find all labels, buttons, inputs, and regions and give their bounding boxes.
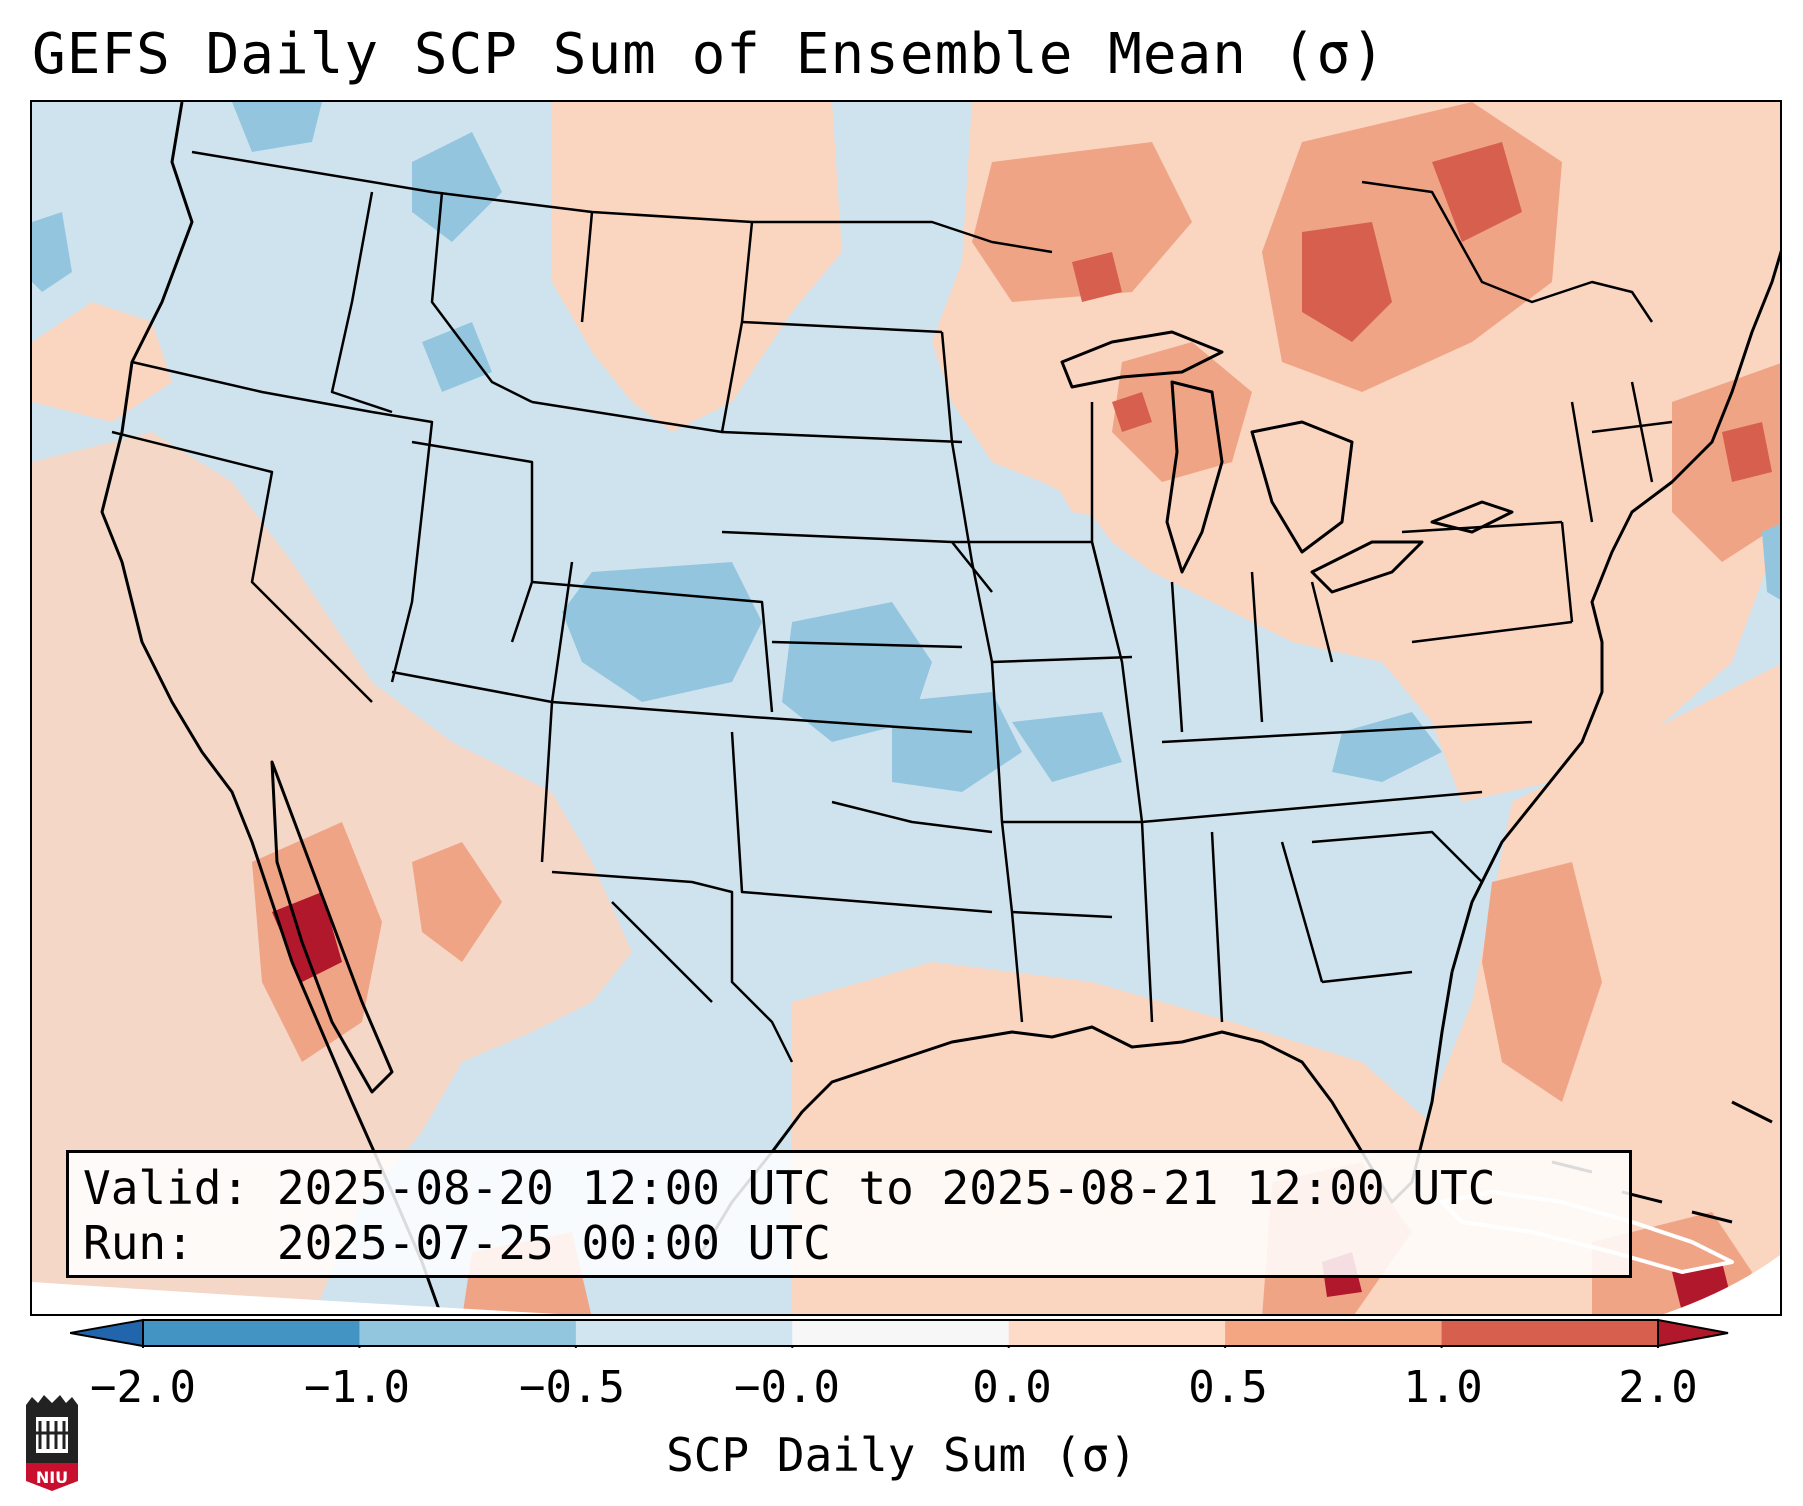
positive-anomaly-light bbox=[32, 102, 1780, 1314]
colorbar bbox=[70, 1318, 1729, 1348]
colorbar-segment bbox=[575, 1320, 793, 1346]
colorbar-tick-label: 0.0 bbox=[972, 1362, 1052, 1413]
state-borders bbox=[111, 150, 1673, 1063]
valid-run-info-box: Valid: 2025-08-20 12:00 UTC to 2025-08-2… bbox=[66, 1150, 1632, 1278]
run-text: 2025-07-25 00:00 UTC bbox=[276, 1216, 831, 1270]
colorbar-tick-label: 2.0 bbox=[1618, 1362, 1698, 1413]
logo-text: NIU bbox=[36, 1468, 68, 1487]
colorbar-label: SCP Daily Sum (σ) bbox=[666, 1428, 1137, 1482]
chart-title: GEFS Daily SCP Sum of Ensemble Mean (σ) bbox=[32, 22, 1386, 87]
colorbar-tick-label: −1.0 bbox=[304, 1362, 410, 1413]
colorbar-segment bbox=[359, 1320, 577, 1346]
projection-edge-right bbox=[1663, 1254, 1780, 1314]
colorbar-extend-min bbox=[70, 1318, 144, 1348]
coastlines bbox=[100, 102, 1780, 1314]
colorbar-tick-label: −0.0 bbox=[734, 1362, 840, 1413]
positive-anomaly-strong bbox=[272, 142, 1772, 1312]
colorbar-tick-label: 1.0 bbox=[1403, 1362, 1483, 1413]
valid-label: Valid: bbox=[83, 1161, 250, 1215]
colorbar-segment bbox=[792, 1320, 1010, 1346]
colorbar-segment bbox=[1225, 1320, 1443, 1346]
colorbar-extend-max bbox=[1657, 1318, 1729, 1348]
colorbar-segment bbox=[143, 1320, 360, 1346]
colorbar-tick-label: −0.5 bbox=[519, 1362, 625, 1413]
projection-edge-left bbox=[32, 1282, 559, 1314]
colorbar-segment bbox=[1008, 1320, 1226, 1346]
map-svg bbox=[32, 102, 1780, 1314]
colorbar-segment bbox=[1441, 1320, 1659, 1346]
run-label: Run: bbox=[83, 1216, 194, 1270]
valid-text: 2025-08-20 12:00 UTC to 2025-08-21 12:00… bbox=[276, 1161, 1496, 1215]
niu-logo: NIU bbox=[26, 1395, 78, 1491]
colorbar-tick-label: −2.0 bbox=[90, 1362, 196, 1413]
map-panel bbox=[30, 100, 1782, 1316]
colorbar-tick-label: 0.5 bbox=[1188, 1362, 1268, 1413]
colorbar-border bbox=[142, 1319, 1659, 1347]
